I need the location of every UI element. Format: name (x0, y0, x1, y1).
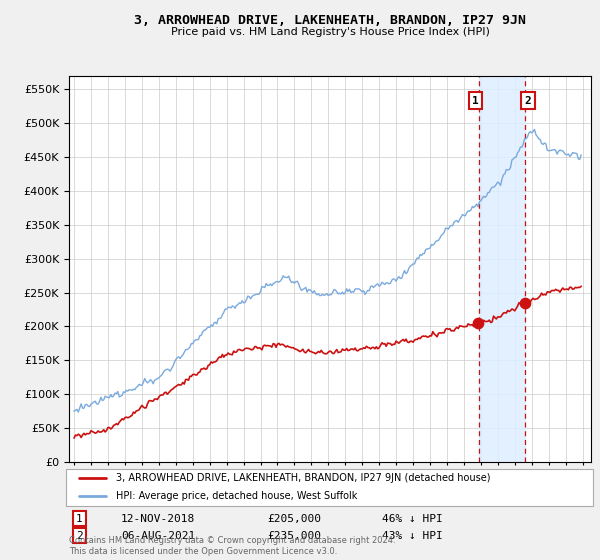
Text: 2: 2 (76, 530, 83, 540)
Text: £205,000: £205,000 (268, 514, 322, 524)
Text: 1: 1 (472, 96, 479, 106)
Text: 1: 1 (76, 514, 83, 524)
Text: HPI: Average price, detached house, West Suffolk: HPI: Average price, detached house, West… (116, 491, 358, 501)
Text: 06-AUG-2021: 06-AUG-2021 (121, 530, 196, 540)
Point (473, 319, 483, 328)
Text: Price paid vs. HM Land Registry's House Price Index (HPI): Price paid vs. HM Land Registry's House … (170, 27, 490, 37)
Text: Contains HM Land Registry data © Crown copyright and database right 2024.
This d: Contains HM Land Registry data © Crown c… (69, 536, 395, 556)
Text: 2: 2 (525, 96, 532, 106)
Text: 3, ARROWHEAD DRIVE, LAKENHEATH, BRANDON, IP27 9JN (detached house): 3, ARROWHEAD DRIVE, LAKENHEATH, BRANDON,… (116, 473, 490, 483)
Text: 12-NOV-2018: 12-NOV-2018 (121, 514, 196, 524)
Point (520, 298, 529, 307)
FancyBboxPatch shape (67, 469, 593, 506)
Text: 46% ↓ HPI: 46% ↓ HPI (382, 514, 443, 524)
Text: 3, ARROWHEAD DRIVE, LAKENHEATH, BRANDON, IP27 9JN: 3, ARROWHEAD DRIVE, LAKENHEATH, BRANDON,… (134, 14, 526, 27)
Bar (479, 76, 525, 462)
Text: 43% ↓ HPI: 43% ↓ HPI (382, 530, 443, 540)
Text: £235,000: £235,000 (268, 530, 322, 540)
